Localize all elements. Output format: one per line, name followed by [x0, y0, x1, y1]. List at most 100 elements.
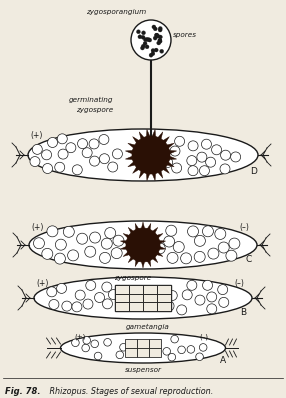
Circle shape	[99, 135, 109, 144]
Polygon shape	[135, 223, 140, 232]
Circle shape	[146, 37, 150, 41]
Circle shape	[89, 139, 99, 149]
Circle shape	[55, 239, 66, 250]
Circle shape	[154, 48, 158, 52]
Circle shape	[72, 165, 82, 175]
Polygon shape	[125, 155, 136, 160]
Circle shape	[75, 290, 85, 300]
Circle shape	[195, 295, 205, 305]
Circle shape	[168, 353, 176, 361]
Circle shape	[201, 139, 211, 149]
Circle shape	[155, 33, 159, 37]
Circle shape	[120, 343, 127, 351]
Circle shape	[164, 301, 174, 311]
Circle shape	[67, 250, 79, 261]
Bar	[129, 302, 143, 311]
Text: C: C	[245, 255, 251, 264]
Text: (+): (+)	[30, 131, 42, 140]
Text: germinating: germinating	[69, 97, 113, 103]
Bar	[149, 339, 161, 348]
Polygon shape	[151, 129, 156, 140]
Polygon shape	[150, 227, 158, 236]
Circle shape	[100, 252, 110, 263]
Polygon shape	[160, 165, 169, 174]
Circle shape	[156, 34, 160, 38]
Circle shape	[194, 252, 205, 262]
Bar	[143, 285, 157, 294]
Polygon shape	[157, 240, 166, 245]
Circle shape	[188, 166, 198, 176]
Circle shape	[145, 45, 149, 49]
Circle shape	[142, 31, 146, 35]
Circle shape	[140, 46, 144, 50]
Circle shape	[47, 287, 57, 297]
Bar	[149, 348, 161, 357]
Circle shape	[47, 226, 58, 237]
Circle shape	[112, 149, 122, 159]
Polygon shape	[123, 250, 132, 256]
Polygon shape	[141, 259, 145, 268]
Bar	[143, 294, 157, 302]
Bar	[115, 302, 129, 311]
Text: zygospore: zygospore	[114, 275, 152, 281]
Bar	[157, 294, 171, 302]
Polygon shape	[146, 170, 151, 181]
Circle shape	[57, 283, 67, 293]
Polygon shape	[146, 258, 151, 267]
Circle shape	[174, 136, 184, 146]
Circle shape	[43, 164, 53, 174]
Text: zygosporangium: zygosporangium	[86, 9, 146, 15]
Circle shape	[111, 248, 122, 259]
Circle shape	[196, 353, 203, 361]
Circle shape	[151, 52, 155, 56]
Ellipse shape	[34, 277, 252, 319]
Ellipse shape	[28, 129, 258, 181]
Polygon shape	[141, 222, 145, 231]
Circle shape	[207, 292, 217, 302]
Text: Fig. 78.: Fig. 78.	[5, 388, 41, 396]
Circle shape	[49, 299, 59, 310]
Polygon shape	[166, 150, 177, 155]
Polygon shape	[135, 258, 140, 267]
Text: D: D	[250, 167, 257, 176]
Circle shape	[158, 39, 162, 43]
Text: (–): (–)	[239, 223, 249, 232]
Circle shape	[220, 164, 230, 174]
Circle shape	[153, 36, 157, 40]
Circle shape	[202, 280, 212, 290]
Circle shape	[77, 233, 88, 244]
Polygon shape	[128, 255, 136, 263]
Text: (–): (–)	[200, 334, 208, 341]
Circle shape	[202, 226, 213, 237]
Circle shape	[90, 156, 100, 166]
Circle shape	[72, 302, 82, 312]
Circle shape	[138, 35, 142, 39]
Circle shape	[194, 235, 205, 246]
Circle shape	[187, 156, 197, 166]
Circle shape	[206, 157, 216, 167]
Bar	[157, 302, 171, 311]
Circle shape	[172, 163, 182, 173]
Circle shape	[152, 25, 156, 29]
Circle shape	[160, 49, 164, 53]
Circle shape	[33, 238, 44, 249]
Circle shape	[163, 158, 173, 168]
Circle shape	[55, 162, 65, 172]
Circle shape	[132, 136, 170, 174]
Circle shape	[63, 226, 74, 237]
Circle shape	[188, 141, 198, 151]
Circle shape	[108, 290, 118, 300]
Text: spores: spores	[173, 32, 197, 38]
Circle shape	[91, 340, 98, 347]
Ellipse shape	[29, 221, 257, 269]
Circle shape	[100, 154, 110, 164]
Circle shape	[208, 248, 219, 259]
Circle shape	[178, 346, 185, 354]
Circle shape	[218, 285, 228, 295]
Circle shape	[182, 290, 192, 300]
Circle shape	[187, 345, 195, 353]
Circle shape	[32, 144, 42, 154]
Polygon shape	[133, 165, 141, 174]
Circle shape	[113, 235, 124, 246]
Polygon shape	[151, 170, 156, 181]
